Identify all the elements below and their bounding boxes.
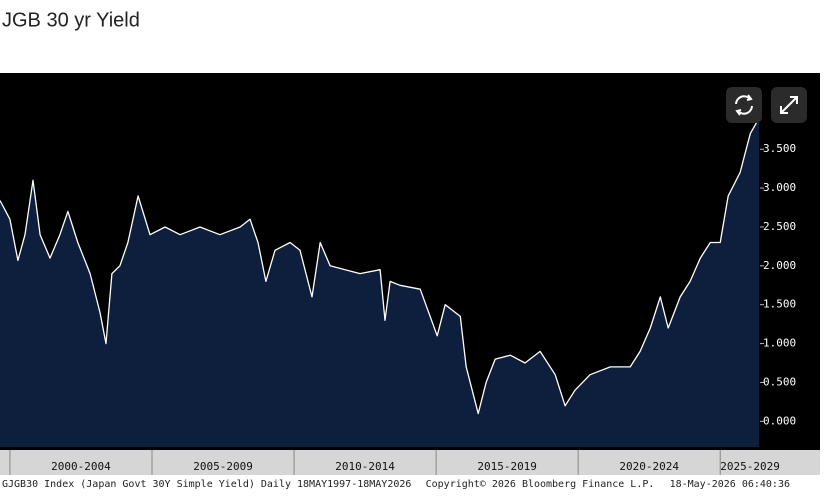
x-axis-strip — [0, 450, 820, 475]
refresh-button[interactable] — [726, 87, 762, 123]
refresh-arrows — [735, 94, 753, 116]
x-period-label: 2005-2009 — [193, 460, 253, 473]
plot — [0, 117, 760, 447]
line — [0, 117, 760, 415]
refresh-icon — [735, 95, 753, 115]
y-tick-label: 1.500 — [763, 298, 796, 311]
button-bg[interactable] — [726, 87, 762, 123]
y-tick-label: 2.000 — [763, 259, 796, 272]
footer-center: Copyright© 2026 Bloomberg Finance L.P. — [426, 479, 655, 490]
y-tick-label: 1.000 — [763, 337, 796, 350]
y-tick-label: 2.500 — [763, 220, 796, 233]
x-period-label: 2010-2014 — [335, 460, 395, 473]
x-period-label: 2025-2029 — [720, 460, 780, 473]
y-tick-label: 3.500 — [763, 142, 796, 155]
footer-left: GJGB30 Index (Japan Govt 30Y Simple Yiel… — [2, 479, 411, 490]
y-tick-label: 0.000 — [763, 414, 796, 427]
expand-icon — [780, 96, 798, 114]
x-period-label: 2020-2024 — [619, 460, 679, 473]
y-tick-label: 3.000 — [763, 181, 796, 194]
y-tick-label: 0.500 — [763, 375, 796, 388]
x-period-label: 2000-2004 — [51, 460, 111, 473]
x-period-label: 2015-2019 — [477, 460, 537, 473]
expand-button[interactable] — [771, 87, 807, 123]
area — [0, 118, 760, 447]
chart-title: JGB 30 yr Yield — [2, 9, 140, 31]
footer-right: 18-May-2026 06:40:36 — [670, 479, 790, 490]
